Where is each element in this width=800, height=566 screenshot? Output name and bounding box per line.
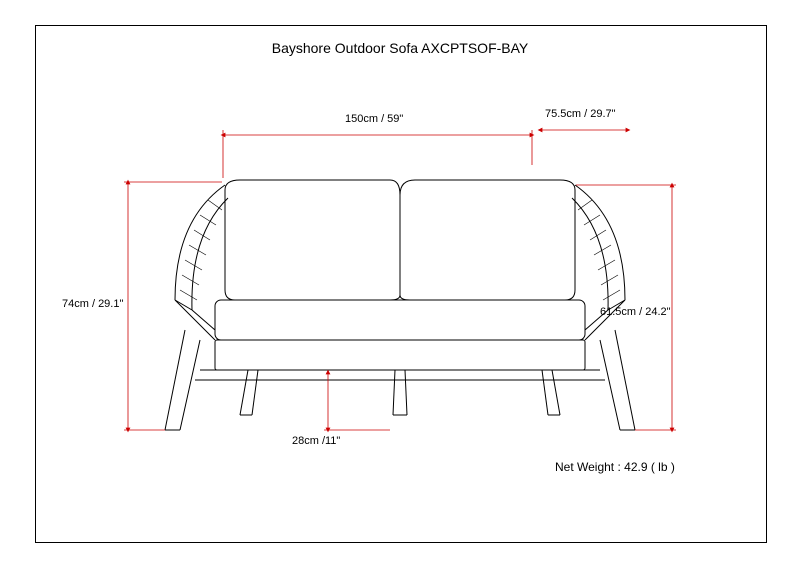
technical-drawing — [0, 0, 800, 566]
dim-depth: 75.5cm / 29.7" — [545, 108, 616, 120]
dim-arm-height: 61.5cm / 24.2" — [600, 306, 671, 318]
dim-width: 150cm / 59" — [345, 113, 403, 125]
dim-height: 74cm / 29.1" — [62, 298, 123, 310]
net-weight: Net Weight : 42.9 ( lb ) — [555, 460, 675, 474]
dim-leg-height: 28cm /11" — [292, 435, 340, 447]
